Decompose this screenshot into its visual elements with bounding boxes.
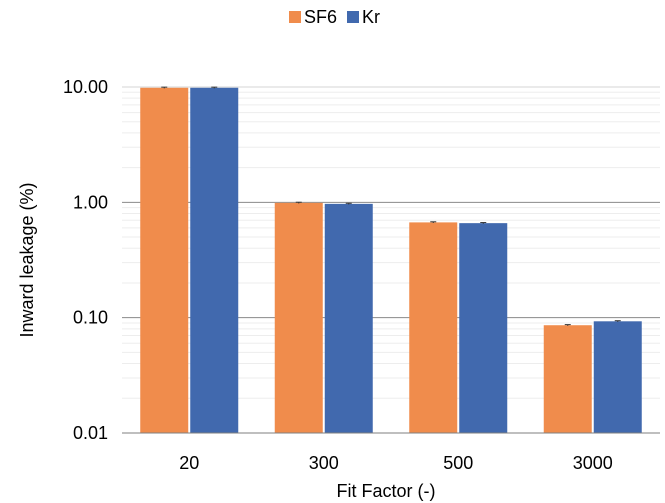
bar-kr-300	[324, 203, 373, 433]
y-tick-label: 0.10	[73, 308, 108, 328]
x-tick-labels: 20 300 500 3000	[179, 453, 613, 473]
x-tick-label: 20	[179, 453, 199, 473]
y-tick-labels: 0.01 0.10 1.00 10.00	[63, 77, 108, 443]
bar-kr-20	[190, 87, 239, 433]
bar-sf6-500	[409, 222, 458, 433]
legend-swatch-sf6	[289, 11, 301, 23]
y-axis-label: Inward leakage (%)	[17, 182, 37, 337]
legend-swatch-kr	[347, 11, 359, 23]
y-tick-label: 0.01	[73, 423, 108, 443]
y-tick-label: 10.00	[63, 77, 108, 97]
bar-sf6-3000	[543, 325, 592, 433]
error-bars-group	[161, 86, 621, 326]
legend-label-kr: Kr	[362, 7, 380, 27]
legend: SF6 Kr	[289, 7, 380, 27]
x-tick-label: 500	[443, 453, 473, 473]
bar-kr-500	[459, 223, 508, 433]
x-tick-label: 300	[309, 453, 339, 473]
y-tick-label: 1.00	[73, 192, 108, 212]
bar-kr-3000	[593, 321, 642, 433]
x-tick-label: 3000	[573, 453, 613, 473]
x-axis-label: Fit Factor (-)	[337, 481, 436, 501]
legend-label-sf6: SF6	[304, 7, 337, 27]
bars-group	[140, 87, 642, 433]
bar-sf6-20	[140, 87, 189, 433]
bar-sf6-300	[274, 202, 323, 433]
